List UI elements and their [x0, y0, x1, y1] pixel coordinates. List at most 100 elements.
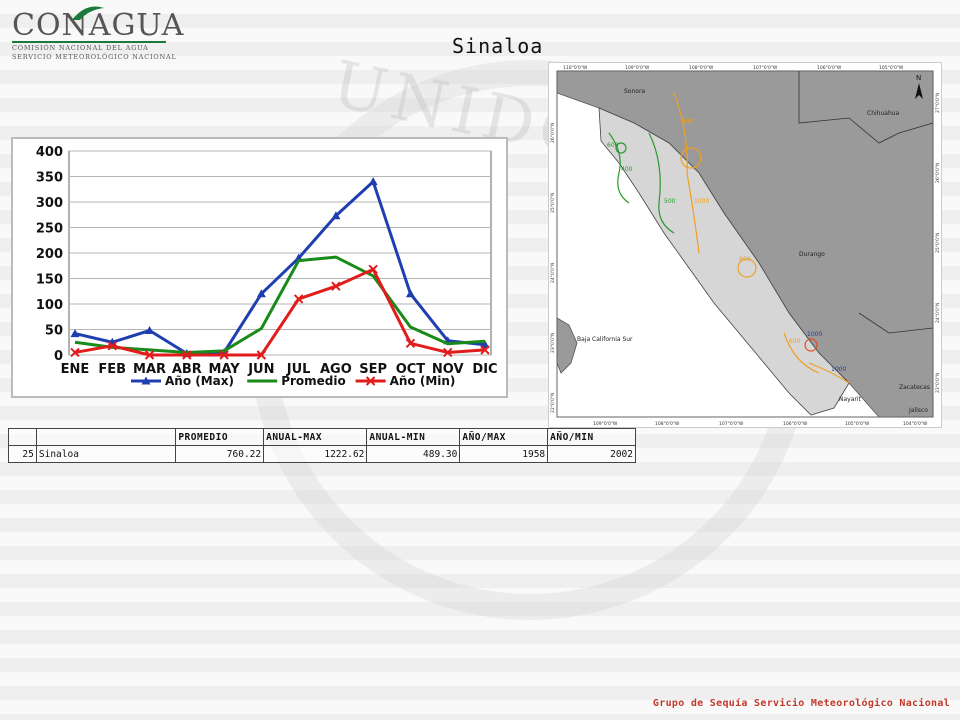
- table-cell: 25: [8, 445, 37, 463]
- lon-label-top: 106°0'0"W: [817, 65, 842, 71]
- lon-label-top: 108°0'0"W: [689, 65, 714, 71]
- table-cell: 1958: [459, 445, 549, 463]
- y-tick-label: 0: [54, 349, 63, 364]
- y-tick-label: 250: [36, 222, 63, 237]
- isoline-orange-3: [737, 258, 757, 278]
- isoline-label: 1000: [831, 366, 846, 373]
- data-point: [293, 294, 304, 304]
- legend-label: Año (Max): [165, 374, 234, 388]
- table-header: AÑO/MIN: [547, 428, 636, 446]
- lat-label-left: 25°0'0"N: [550, 193, 556, 213]
- series-line: [74, 255, 486, 354]
- lon-label-top: 109°0'0"W: [625, 65, 650, 71]
- lon-label-top: 110°0'0"W: [563, 65, 588, 71]
- state-border: [798, 71, 934, 144]
- baja-land: [556, 317, 578, 374]
- north-arrow-icon: N: [915, 74, 923, 99]
- y-tick-label: 400: [36, 145, 63, 160]
- north-label: N: [916, 74, 921, 82]
- precipitation-summary-table: PROMEDIO ANUAL-MAX ANUAL-MIN AÑO/MAX AÑO…: [8, 428, 636, 463]
- table-cell: 2002: [547, 445, 636, 463]
- isoline-green-3: [615, 142, 627, 154]
- y-tick-label: 100: [36, 298, 63, 313]
- lon-label-bottom: 109°0'0"W: [593, 421, 618, 427]
- isoline-orange-1: [673, 92, 700, 254]
- place-chihuahua: Chihuahua: [867, 110, 900, 117]
- lat-label-left: 26°0'0"N: [550, 123, 556, 143]
- x-tick-label: MAY: [209, 362, 241, 377]
- x-tick-label: NOV: [432, 362, 464, 377]
- isoline-orange-2: [680, 147, 702, 169]
- y-tick-label: 300: [36, 196, 63, 211]
- x-tick-label: SEP: [359, 362, 387, 377]
- page-title: Sinaloa: [452, 34, 544, 58]
- data-point: [480, 345, 490, 355]
- x-tick-label: FEB: [98, 362, 126, 377]
- chart-canvas: 0 50 100 150 200 250 300 350 400 ENE FEB MAR ABR MAY J…: [36, 145, 498, 388]
- data-point: [144, 350, 155, 360]
- logo-subtitle-2: SERVICIO METEOROLÓGICO NACIONAL: [12, 53, 177, 61]
- table-cell: 760.22: [175, 445, 265, 463]
- y-tick-label: 50: [45, 324, 63, 339]
- lat-label-right: 23°0'0"N: [935, 373, 941, 393]
- isoline-green-2: [648, 132, 675, 234]
- table-cell: 489.30: [366, 445, 461, 463]
- lat-label-left: 23°0'0"N: [550, 333, 556, 353]
- series-line: [74, 267, 486, 357]
- isoline-label: 500: [664, 198, 676, 205]
- lon-label-top: 105°0'0"W: [879, 65, 904, 71]
- logo-word: CONAGUA: [12, 8, 185, 43]
- table-cell: 1222.62: [263, 445, 368, 463]
- lon-label-bottom: 104°0'0"W: [903, 421, 928, 427]
- data-point: [368, 177, 378, 186]
- data-point: [70, 347, 80, 358]
- x-tick-label: JUN: [247, 362, 274, 377]
- y-tick-label: 150: [36, 273, 63, 288]
- x-tick-label: AGO: [320, 362, 352, 377]
- isoline-orange-5: [808, 362, 850, 384]
- lon-label-bottom: 108°0'0"W: [655, 421, 680, 427]
- isoline-label: 600: [607, 142, 619, 149]
- series-line: [74, 180, 486, 355]
- table-header: [8, 428, 37, 446]
- table-cell: Sinaloa: [35, 445, 177, 463]
- map-coordinates: 110°0'0"W 109°0'0"W 108°0'0"W 107°0'0"W …: [550, 65, 941, 427]
- place-bcs: Baja California Sur: [577, 336, 633, 343]
- lon-label-top: 107°0'0"W: [753, 65, 778, 71]
- place-durango: Durango: [799, 251, 825, 258]
- data-point: [70, 329, 80, 338]
- isoline-label: 800: [739, 256, 751, 263]
- data-point: [256, 350, 267, 360]
- lat-label-left: 22°0'0"N: [550, 393, 556, 413]
- lat-label-right: 25°0'0"N: [935, 233, 941, 253]
- legend-label: Año (Min): [390, 374, 456, 388]
- x-tick-label: ABR: [172, 362, 202, 377]
- isoline-green-1: [608, 132, 630, 204]
- place-jalisco: Jalisco: [908, 407, 928, 414]
- logo-divider: [12, 41, 166, 43]
- place-zacatecas: Zacatecas: [899, 384, 930, 391]
- lat-label-right: 26°0'0"N: [935, 163, 941, 183]
- conagua-logo: CONAGUA COMISIÓN NACIONAL DEL AGUA SERVI…: [8, 6, 183, 62]
- y-tick-label: 200: [36, 247, 63, 262]
- lon-label-bottom: 107°0'0"W: [719, 421, 744, 427]
- x-tick-label: ENE: [61, 362, 90, 377]
- data-point: [182, 350, 192, 360]
- footer-credit: Grupo de Sequía Servicio Meteorológico N…: [652, 698, 950, 709]
- isoline-label: 1000: [694, 198, 709, 205]
- table-row: 25 Sinaloa 760.22 1222.62 489.30 1958 20…: [8, 445, 636, 463]
- data-point: [331, 281, 341, 291]
- data-point: [443, 347, 453, 358]
- data-point: [405, 289, 415, 298]
- legend-marker: [365, 376, 376, 386]
- isoline-orange-4: [783, 332, 820, 374]
- y-tick-label: 350: [36, 171, 63, 186]
- data-point: [368, 264, 378, 275]
- state-border-2: [858, 312, 934, 334]
- lat-label-right: 27°0'0"N: [935, 93, 941, 113]
- lat-label-left: 24°0'0"N: [550, 263, 556, 283]
- x-tick-label: OCT: [396, 362, 426, 377]
- logo-subtitle-1: COMISIÓN NACIONAL DEL AGUA: [12, 44, 149, 52]
- data-point: [145, 326, 155, 335]
- table-header: ANUAL-MAX: [263, 428, 368, 446]
